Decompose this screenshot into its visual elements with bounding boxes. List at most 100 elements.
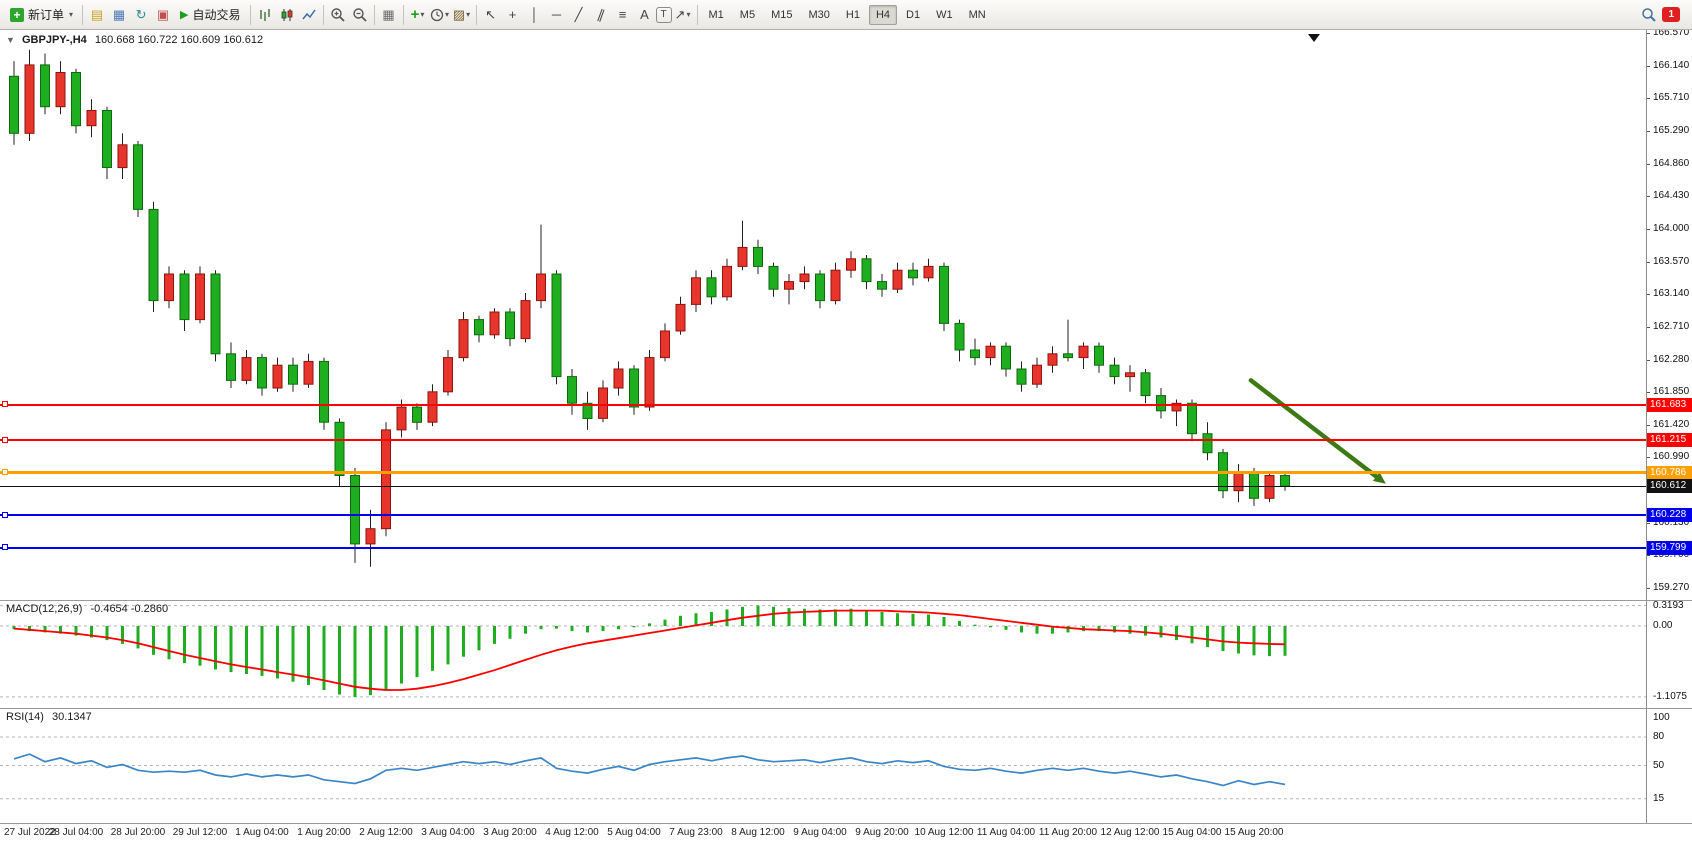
candle-up [1078,345,1089,359]
candle-down [1063,353,1073,359]
candlestick-chart-button[interactable] [276,3,298,27]
timeframe-button-h1[interactable]: H1 [845,8,860,21]
rsi-name: RSI(14) [6,711,44,723]
chart-title: ▼ GBPJPY-,H4 160.668 160.722 160.609 160… [6,34,263,46]
arrows-tool-button[interactable]: ↗ ▾ [672,3,694,27]
macd-values: -0.4654 -0.2860 [90,603,169,615]
timeframe-button-d1[interactable]: D1 [906,8,921,21]
macd-name: MACD(12,26,9) [6,603,83,615]
trend-arrow-annotation[interactable] [1248,378,1379,479]
candle-down [334,421,345,476]
candle-down [1140,372,1151,397]
data-window-icon[interactable]: ▦ [112,6,126,22]
new-order-label: 新订单 [28,8,65,22]
templates-button[interactable]: ▨ ▾ [451,3,473,27]
candle-up [722,265,732,298]
auto-trading-play-icon: ▶ [180,9,189,21]
crosshair-tool-button[interactable]: + [508,7,517,22]
candle-up [520,300,531,340]
candle-up [1264,475,1275,499]
bar-chart-button[interactable] [254,3,276,27]
candle-down [412,406,422,423]
indicators-icon: + [410,6,420,23]
candle-up [799,273,810,283]
rsi-label: RSI(14) 30.1347 [6,711,92,723]
candle-up [675,303,686,332]
new-order-button[interactable]: + 新订单 ▾ [4,3,79,27]
rsi-panel-canvas[interactable] [0,708,1646,823]
price-chart-canvas[interactable] [0,30,1646,600]
arrows-tool-icon: ↗ [674,6,686,22]
candle-up [365,528,376,545]
candle-down [9,75,19,134]
one-click-trading-toggle[interactable]: ▼ [6,35,15,45]
auto-trading-button[interactable]: ▶ 自动交易 [174,3,246,27]
candle-down [768,265,779,290]
tile-windows-button[interactable]: ▦ [382,6,395,22]
timeframe-button-m15[interactable]: M15 [771,8,793,21]
timeframe-button-w1[interactable]: W1 [936,8,953,21]
rsi-line [13,753,1286,787]
indicators-chevron-icon: ▾ [420,10,425,19]
candle-up [892,269,903,290]
zoom-out-button[interactable] [349,3,371,27]
indicators-button[interactable]: + ▾ [407,3,429,27]
notifications-badge[interactable]: 1 [1662,7,1680,22]
ohlc-values: 160.668 160.722 160.609 160.612 [94,34,264,46]
candle-up [427,391,438,423]
horizontal-line-tool-button[interactable]: ─ [551,7,562,22]
time-axis-border [0,823,1692,824]
candle-up [923,265,934,279]
candle-up [536,273,546,302]
candle-up [396,406,407,431]
terminal-icon[interactable]: ▣ [156,6,170,22]
zoom-out-icon [352,7,367,22]
candle-up [458,319,469,359]
cursor-tool-button[interactable]: ↖ [485,6,496,22]
macd-panel-canvas[interactable] [0,600,1646,708]
navigator-icon[interactable]: ↻ [135,6,147,22]
candle-down [319,360,329,423]
timeframe-button-mn[interactable]: MN [968,8,986,21]
candle-down [1249,471,1259,499]
candle-up [381,429,391,530]
time-axis[interactable] [0,824,1692,841]
rsi-panel-border[interactable] [0,708,1692,709]
main-toolbar: + 新订单 ▾ ▤ ▦ ↻ ▣ ▶ 自动交易 ▦ + ▾ ▾ ▨ ▾ ↖ + │ ─… [0,0,1692,30]
market-watch-icon[interactable]: ▤ [90,6,104,22]
new-order-icon: + [10,7,24,22]
candle-up [613,368,624,389]
text-tool-button[interactable]: A [640,7,649,22]
chart-shift-marker[interactable] [1308,34,1320,42]
candle-up [24,64,35,134]
rsi-value: 30.1347 [51,711,92,723]
candle-up [272,364,283,389]
clock-icon [430,8,444,21]
candle-down [706,277,717,298]
candle-down [1280,475,1290,487]
candle-down [148,208,159,302]
candle-down [350,475,360,545]
macd-panel-border[interactable] [0,600,1692,601]
candle-down [40,64,50,108]
periods-button[interactable]: ▾ [429,3,451,27]
candle-down [179,273,190,321]
timeframe-button-m30[interactable]: M30 [808,8,830,21]
search-button[interactable] [1638,3,1660,27]
candle-up [830,269,841,302]
periods-chevron-icon: ▾ [445,10,450,19]
fibonacci-tool-button[interactable]: ≡ [618,7,627,22]
line-chart-button[interactable] [298,3,320,27]
vertical-line-tool-button[interactable]: │ [530,7,539,22]
timeframe-button-m1[interactable]: M1 [708,8,724,21]
zoom-in-button[interactable] [327,3,349,27]
channel-tool-button[interactable]: ∥ [595,5,607,23]
price-axis[interactable] [1647,30,1692,823]
timeframe-button-h4[interactable]: H4 [868,4,898,25]
trendline-tool-button[interactable]: ╱ [574,6,583,22]
candle-down [1016,368,1027,385]
candle-down [861,258,872,283]
label-tool-button[interactable]: T [655,6,672,23]
timeframe-button-m5[interactable]: M5 [739,8,756,21]
